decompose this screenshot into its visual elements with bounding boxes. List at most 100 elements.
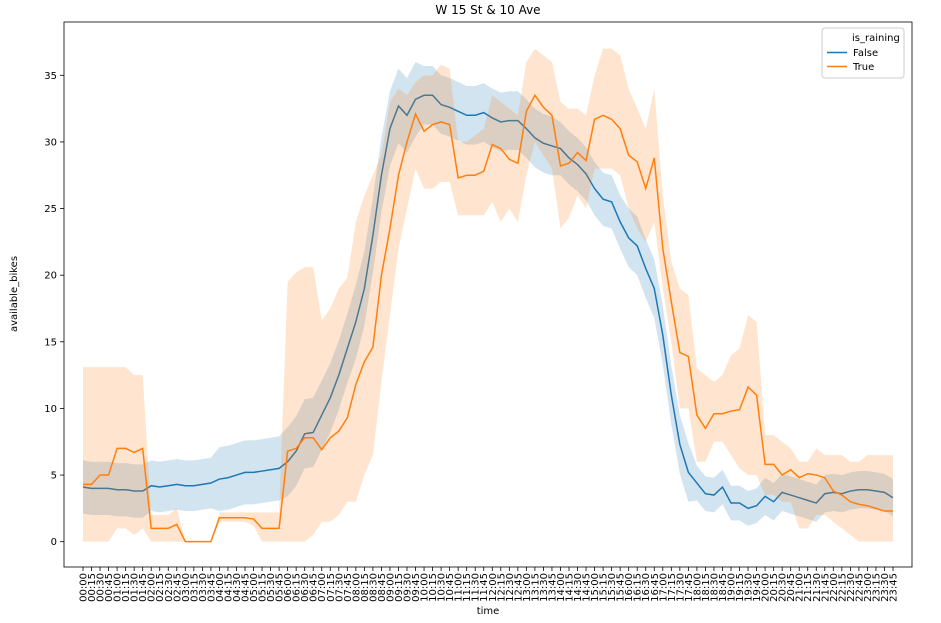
x-tick-label: 08:45	[377, 573, 388, 602]
x-tick-label: 00:15	[87, 573, 98, 602]
series-line	[82, 94, 894, 510]
x-tick-label: 18:15	[701, 573, 712, 602]
x-tick-label: 15:15	[599, 573, 610, 602]
y-tick-label: 0	[51, 537, 57, 548]
y-tick-label: 15	[44, 337, 57, 348]
x-tick-label: 20:00	[761, 573, 772, 602]
x-tick-label: 11:00	[454, 573, 465, 602]
x-tick-label: 13:45	[547, 573, 558, 602]
x-tick-label: 13:15	[530, 573, 541, 602]
x-tick-label: 21:00	[795, 573, 806, 602]
x-tick-label: 03:45	[206, 573, 217, 602]
x-tick-label: 06:15	[292, 573, 303, 602]
x-tick-label: 02:30	[164, 573, 175, 602]
x-tick-label: 05:00	[249, 573, 260, 602]
x-tick-label: 09:15	[394, 573, 405, 602]
x-tick-label: 19:30	[744, 573, 755, 602]
x-tick-label: 18:00	[692, 573, 703, 602]
x-tick-label: 13:30	[539, 573, 550, 602]
x-tick-label: 17:00	[658, 573, 669, 602]
x-tick-label: 21:15	[803, 573, 814, 602]
x-tick-label: 11:30	[471, 573, 482, 602]
x-tick-label: 22:45	[854, 573, 865, 602]
x-tick-label: 03:15	[189, 573, 200, 602]
x-tick-label: 15:30	[607, 573, 618, 602]
x-tick-label: 16:00	[624, 573, 635, 602]
x-tick-label: 07:15	[326, 573, 337, 602]
y-tick-label: 10	[44, 404, 57, 415]
x-tick-label: 06:30	[300, 573, 311, 602]
x-tick-label: 12:45	[513, 573, 524, 602]
x-tick-label: 04:30	[232, 573, 243, 602]
x-tick-label: 19:15	[735, 573, 746, 602]
x-tick-label: 05:45	[275, 573, 286, 602]
x-tick-label: 15:00	[590, 573, 601, 602]
x-tick-label: 19:45	[752, 573, 763, 602]
x-tick-label: 15:45	[616, 573, 627, 602]
x-axis-label: time	[477, 606, 500, 617]
x-tick-label: 01:00	[113, 573, 124, 602]
x-tick-label: 06:00	[283, 573, 294, 602]
x-tick-label: 23:45	[889, 573, 900, 602]
x-tick-label: 07:30	[334, 573, 345, 602]
series-line	[83, 93, 893, 543]
x-tick-label: 21:45	[820, 573, 831, 602]
y-tick-label: 25	[44, 204, 57, 215]
confidence-band	[83, 48, 893, 542]
x-tick-label: 11:15	[462, 573, 473, 602]
x-tick-label: 02:15	[155, 573, 166, 602]
x-tick-label: 13:00	[522, 573, 533, 602]
x-tick-label: 22:30	[846, 573, 857, 602]
x-tick-label: 12:00	[488, 573, 499, 602]
x-tick-label: 11:45	[479, 573, 490, 602]
x-tick-label: 10:45	[445, 573, 456, 602]
x-tick-label: 03:30	[198, 573, 209, 602]
y-tick-label: 35	[44, 71, 57, 82]
x-tick-label: 05:15	[258, 573, 269, 602]
x-tick-label: 17:15	[667, 573, 678, 602]
x-tick-label: 22:15	[837, 573, 848, 602]
x-tick-label: 05:30	[266, 573, 277, 602]
x-tick-label: 00:45	[104, 573, 115, 602]
y-tick-label: 5	[51, 471, 57, 482]
x-tick-label: 01:30	[130, 573, 141, 602]
x-tick-label: 02:45	[172, 573, 183, 602]
x-tick-label: 06:45	[309, 573, 320, 602]
x-tick-label: 16:15	[633, 573, 644, 602]
x-tick-label: 07:00	[317, 573, 328, 602]
x-tick-label: 09:30	[403, 573, 414, 602]
y-axis-label: available_bikes	[9, 256, 20, 332]
y-tick-label: 30	[44, 137, 57, 148]
x-tick-label: 23:00	[863, 573, 874, 602]
x-tick-label: 14:00	[556, 573, 567, 602]
x-tick-label: 04:00	[215, 573, 226, 602]
legend-label: True	[852, 62, 874, 73]
x-tick-label: 10:15	[428, 573, 439, 602]
chart-title: W 15 St & 10 Ave	[435, 3, 540, 17]
x-tick-label: 19:00	[727, 573, 738, 602]
x-tick-label: 09:00	[385, 573, 396, 602]
x-tick-label: 08:30	[368, 573, 379, 602]
x-tick-label: 12:15	[496, 573, 507, 602]
plot-frame	[63, 21, 913, 568]
x-tick-label: 20:15	[769, 573, 780, 602]
x-tick-label: 17:30	[675, 573, 686, 602]
legend-box	[821, 27, 905, 79]
x-tick-label: 00:00	[79, 573, 90, 602]
x-tick-label: 03:00	[181, 573, 192, 602]
x-tick-label: 01:45	[138, 573, 149, 602]
x-tick-label: 10:30	[437, 573, 448, 602]
x-tick-label: 16:45	[650, 573, 661, 602]
x-tick-label: 14:15	[565, 573, 576, 602]
x-tick-label: 10:00	[420, 573, 431, 602]
legend-title: is_raining	[852, 33, 900, 44]
x-tick-label: 21:30	[812, 573, 823, 602]
x-tick-label: 23:30	[880, 573, 891, 602]
x-tick-label: 07:45	[343, 573, 354, 602]
x-tick-label: 02:00	[147, 573, 158, 602]
confidence-band	[83, 61, 893, 526]
x-tick-label: 14:30	[573, 573, 584, 602]
x-tick-label: 20:45	[786, 573, 797, 602]
y-tick-label: 20	[44, 271, 57, 282]
